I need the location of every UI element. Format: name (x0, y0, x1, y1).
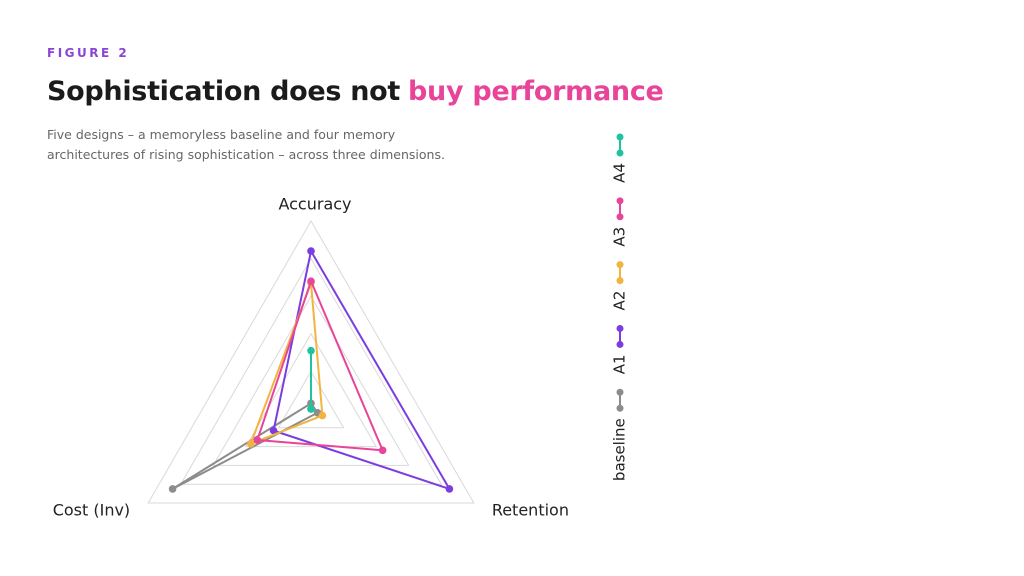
figure-label: FIGURE 2 (47, 46, 130, 60)
series-outline (272, 250, 451, 490)
legend-item: A4 (611, 133, 629, 183)
axis-label: Retention (492, 501, 569, 520)
legend-dot (616, 388, 624, 396)
grid-ring (179, 257, 443, 485)
legend-dot (616, 213, 624, 221)
series-outline (249, 282, 324, 445)
legend-dot (616, 340, 624, 348)
legend-label: A4 (611, 163, 629, 183)
axis-label: Cost (Inv) (53, 501, 130, 520)
legend-dot (616, 133, 624, 141)
legend-item: A1 (611, 324, 629, 374)
title-text: Sophistication does not (47, 76, 401, 107)
legend-item: A2 (611, 261, 629, 310)
title: Sophistication does not buy performance (47, 76, 664, 107)
grid-ring (212, 295, 410, 466)
legend-label: A3 (611, 227, 629, 247)
legend-dot (616, 404, 624, 412)
title-highlight: buy performance (408, 76, 664, 107)
data-point (307, 277, 315, 285)
grid-ring (147, 219, 475, 504)
data-point (168, 485, 177, 493)
legend-label: A2 (611, 291, 629, 311)
data-point (269, 426, 278, 435)
data-point (378, 446, 387, 455)
axis-label: Accuracy (278, 195, 351, 214)
data-point (246, 439, 255, 448)
data-point (307, 405, 315, 413)
legend-dot (616, 149, 624, 157)
legend-label: baseline (611, 418, 629, 481)
grid-ring (277, 370, 345, 429)
grid-ring (245, 332, 377, 448)
legend-item: A3 (611, 197, 629, 247)
data-point (253, 436, 262, 444)
legend-dot (616, 261, 624, 269)
legend-label: A1 (611, 354, 629, 374)
data-point (318, 411, 327, 420)
subtitle: Five designs – a memoryless baseline and… (47, 127, 445, 162)
data-point (445, 485, 454, 493)
legend-item: baseline (611, 388, 629, 481)
legend-dot (616, 197, 624, 205)
data-point (307, 346, 315, 355)
series-outline (256, 280, 384, 452)
legend-dot (616, 277, 624, 285)
legend-dot (616, 324, 624, 332)
data-point (307, 247, 315, 255)
